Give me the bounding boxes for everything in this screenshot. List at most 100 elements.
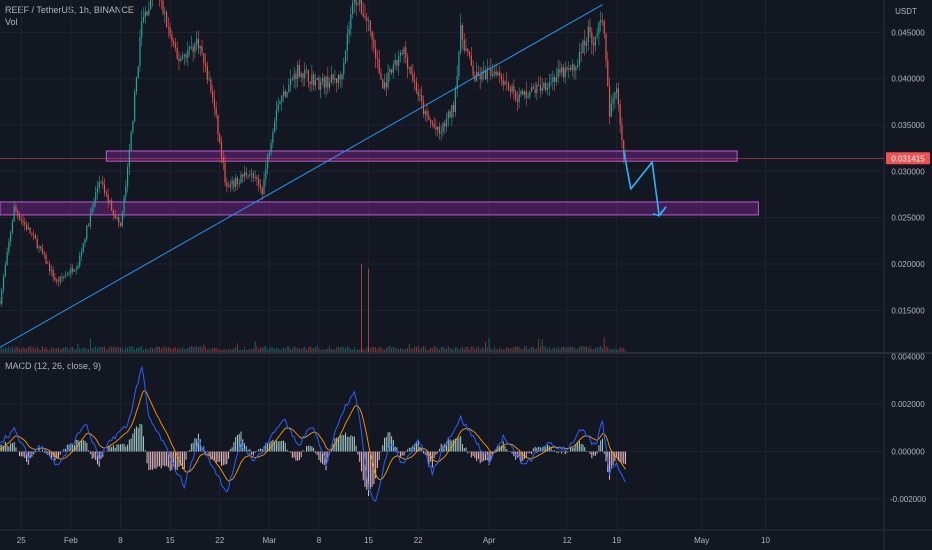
- candle-body: [185, 54, 187, 58]
- candle-body: [623, 140, 625, 156]
- volume-bar: [6, 347, 8, 352]
- volume-bar: [578, 346, 580, 352]
- volume-bar: [461, 346, 463, 352]
- macd-histogram-bar: [89, 451, 91, 454]
- candle-body: [320, 81, 322, 90]
- macd-histogram-bar: [605, 451, 607, 462]
- volume-bar: [258, 349, 260, 352]
- volume-bar: [437, 348, 439, 352]
- macd-histogram-bar: [284, 442, 286, 452]
- macd-histogram-bar: [22, 451, 24, 457]
- candle-body: [422, 101, 425, 115]
- volume-bar: [164, 346, 166, 352]
- last-price-badge: [886, 152, 930, 165]
- volume-bar: [348, 347, 350, 352]
- macd-histogram-bar: [447, 438, 449, 452]
- candle-body: [20, 219, 22, 221]
- macd-histogram-bar: [6, 445, 8, 452]
- candle-body: [380, 72, 382, 80]
- macd-histogram-bar: [573, 447, 575, 452]
- volume-bar: [300, 349, 302, 352]
- volume-bar: [601, 348, 603, 352]
- volume-bar: [70, 347, 72, 352]
- candle-body: [592, 43, 595, 46]
- volume-bar: [11, 346, 13, 352]
- candle-body: [100, 181, 102, 183]
- macd-histogram-bar: [141, 424, 143, 452]
- volume-bar: [240, 349, 242, 352]
- candle-body: [297, 65, 299, 80]
- volume-bar: [614, 348, 616, 352]
- macd-histogram-bar: [45, 451, 47, 454]
- candle-body: [624, 154, 627, 156]
- macd-histogram-bar: [532, 448, 534, 452]
- macd-histogram-bar: [268, 442, 270, 452]
- candle-body: [284, 91, 286, 97]
- volume-bar: [545, 347, 547, 352]
- macd-histogram-bar: [497, 446, 499, 452]
- volume-legend[interactable]: Vol: [5, 17, 18, 27]
- candle-body: [307, 69, 309, 82]
- volume-bar: [623, 347, 625, 352]
- macd-histogram-bar: [410, 447, 412, 452]
- volume-bar: [555, 349, 557, 352]
- symbol-legend[interactable]: REEF / TetherUS, 1h, BINANCE: [5, 5, 134, 15]
- time-tick-label: Apr: [483, 536, 496, 545]
- volume-bar: [541, 339, 543, 352]
- macd-histogram-bar: [387, 432, 389, 452]
- candle-body: [70, 268, 72, 274]
- candle-body: [96, 187, 99, 193]
- candle-body: [183, 54, 185, 56]
- volume-bar: [249, 349, 251, 352]
- volume-bar: [29, 346, 31, 352]
- volume-bar: [212, 347, 214, 352]
- macd-histogram-bar: [102, 451, 104, 458]
- candle-body: [419, 95, 421, 97]
- volume-bar: [102, 347, 104, 352]
- volume-bar: [472, 346, 474, 352]
- volume-bar: [49, 349, 51, 352]
- candle-body: [141, 21, 143, 38]
- volume-bar: [233, 348, 235, 352]
- volume-bar: [206, 349, 208, 352]
- support-zones[interactable]: [0, 150, 759, 216]
- macd-histogram-bar: [295, 451, 297, 461]
- volume-bar: [536, 348, 538, 352]
- macd-histogram-bar: [208, 451, 210, 457]
- volume-bar: [619, 347, 621, 352]
- candle-body: [125, 186, 127, 197]
- candle-body: [313, 74, 315, 86]
- candle-body: [148, 9, 150, 16]
- volume-bar: [550, 349, 552, 352]
- volume-bar: [561, 346, 563, 352]
- candle-body: [293, 73, 295, 80]
- macd-histogram-bar: [318, 451, 320, 460]
- macd-histogram-bar: [206, 451, 208, 453]
- candle-body: [130, 131, 132, 150]
- candle-body: [206, 66, 208, 80]
- macd-histogram-bar: [66, 444, 68, 452]
- volume-bar: [428, 349, 430, 352]
- macd-histogram-bar: [42, 449, 44, 452]
- candle-body: [196, 38, 198, 45]
- volume-bar: [357, 349, 359, 352]
- drawings[interactable]: [0, 4, 884, 348]
- candle-body: [282, 91, 285, 96]
- volume-bar: [10, 348, 12, 352]
- macd-histogram-bar: [91, 451, 93, 459]
- candle-body: [573, 64, 575, 71]
- volume-bar: [174, 347, 176, 352]
- time-tick-label: 12: [563, 536, 572, 545]
- time-tick-label: 15: [166, 536, 175, 545]
- volume-bar: [197, 347, 199, 352]
- macd-histogram-bar: [272, 439, 274, 452]
- macd-histogram-bar: [33, 451, 35, 455]
- candle-body: [311, 74, 313, 85]
- volume-bar: [43, 348, 45, 352]
- macd-legend[interactable]: MACD (12, 26, close, 9): [5, 361, 102, 371]
- candle-body: [341, 74, 343, 80]
- candle-body: [187, 49, 189, 58]
- macd-histogram-bar: [137, 428, 139, 452]
- candle-body: [268, 152, 270, 157]
